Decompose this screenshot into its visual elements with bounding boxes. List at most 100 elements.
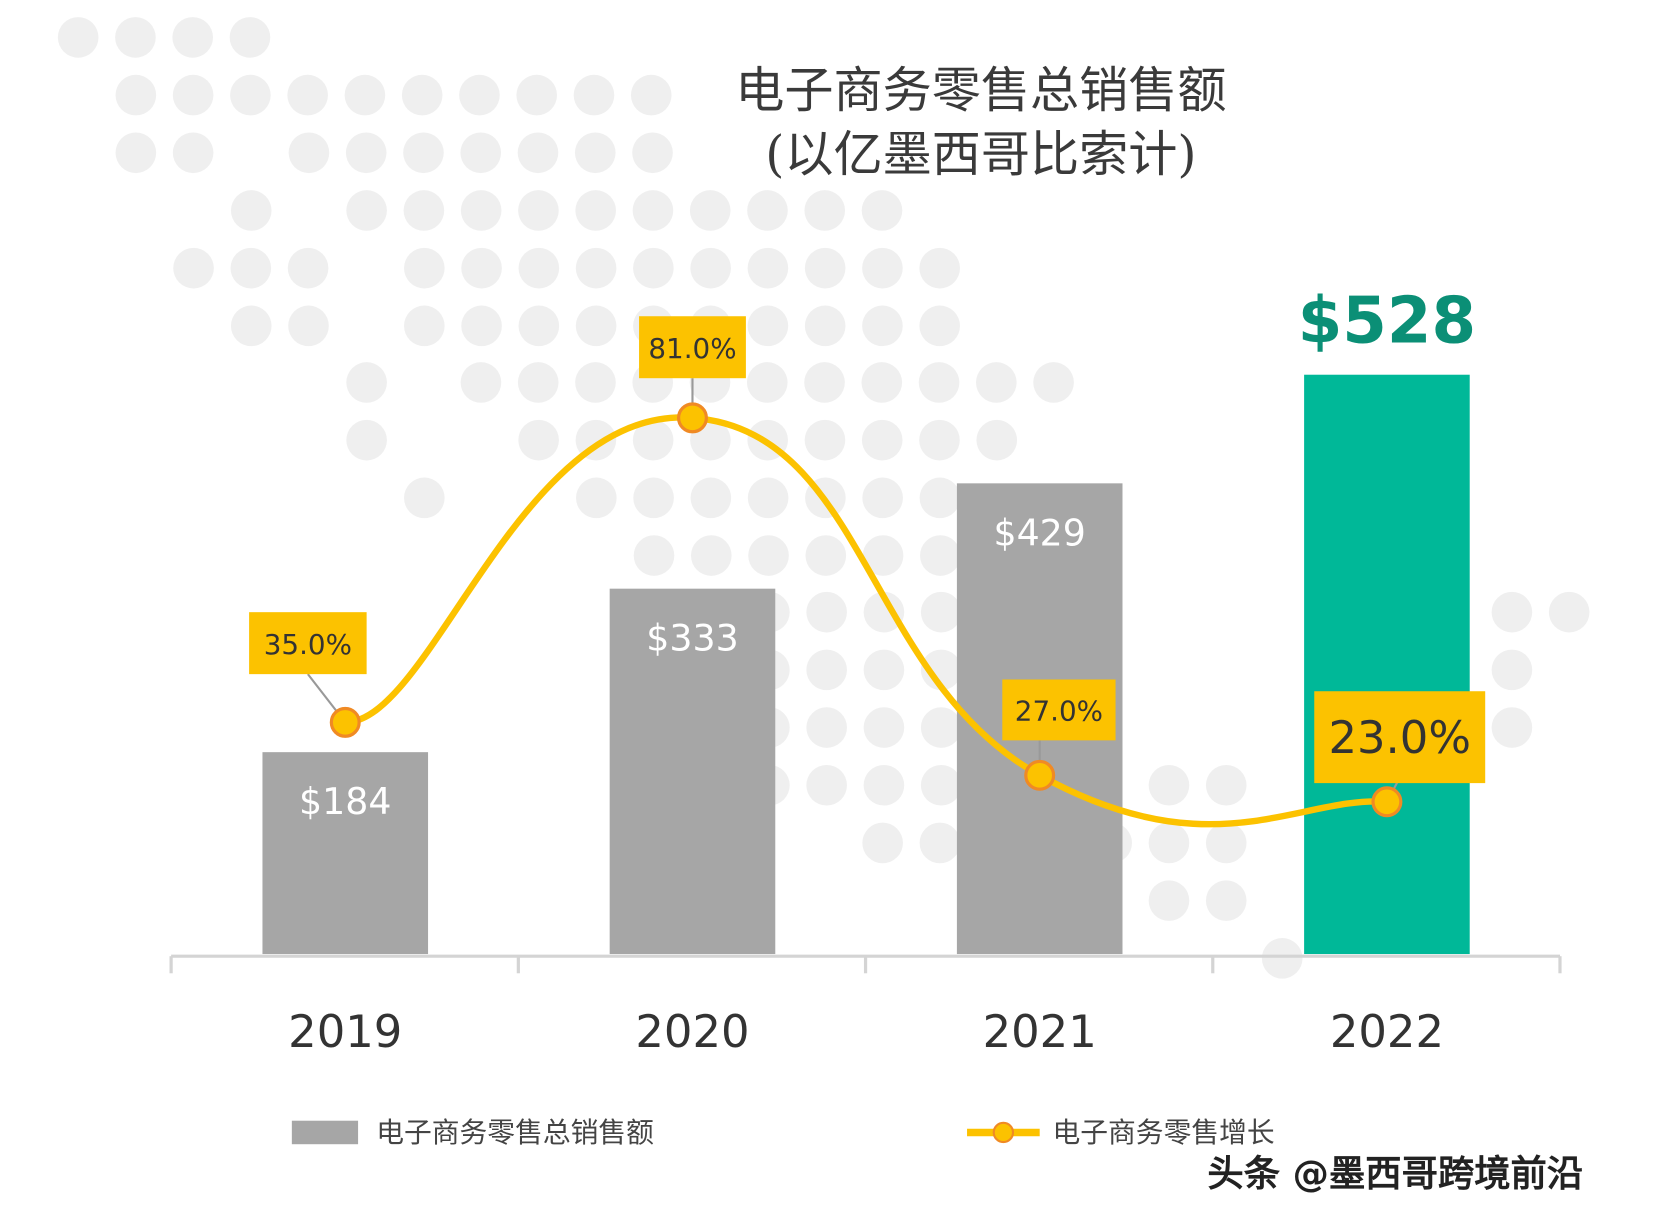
background-dot: [632, 132, 673, 174]
background-dot: [861, 190, 903, 231]
background-dot: [230, 247, 272, 289]
background-dot: [863, 707, 905, 748]
background-dot: [575, 247, 617, 289]
background-dot: [516, 74, 558, 116]
legend-bar-label: 电子商务零售总销售额: [376, 1116, 654, 1149]
background-dot: [229, 17, 271, 58]
background-dot: [459, 74, 500, 116]
x-tick-label: 2022: [1330, 1005, 1444, 1058]
background-dot: [404, 305, 445, 347]
bar-value-label: $528: [1298, 285, 1476, 359]
x-tick-label: 2021: [983, 1005, 1097, 1058]
background-dot: [806, 764, 847, 806]
growth-marker: [676, 402, 708, 434]
background-dot: [517, 132, 559, 174]
background-dot: [920, 764, 962, 806]
background-dot: [1205, 822, 1247, 864]
background-dot: [288, 132, 330, 174]
background-dot: [919, 822, 961, 864]
bar-2020: [609, 588, 776, 955]
background-dot: [806, 591, 847, 633]
background-dot: [1491, 591, 1533, 633]
background-dot: [461, 305, 502, 347]
background-dot: [862, 247, 903, 289]
background-dot: [919, 247, 960, 289]
x-tick-label: 2019: [288, 1005, 402, 1058]
background-dot: [689, 190, 731, 231]
background-dot: [748, 535, 789, 576]
background-dot: [287, 247, 329, 289]
background-dot: [920, 649, 962, 691]
watermark: 头条 @墨西哥跨境前沿: [1207, 1152, 1583, 1195]
background-dot: [920, 535, 961, 576]
background-dot: [632, 190, 674, 231]
background-dot: [230, 305, 272, 347]
background-dot: [976, 362, 1017, 403]
x-tick-label: 2020: [635, 1005, 749, 1058]
background-dot: [460, 362, 502, 403]
growth-marker: [1371, 786, 1403, 818]
background-dot: [346, 362, 387, 403]
background-dot: [919, 477, 961, 519]
growth-value-label: 27.0%: [1015, 695, 1103, 728]
background-dot: [345, 132, 387, 174]
background-dot: [862, 305, 903, 347]
background-dot: [575, 190, 616, 231]
bar-value-label: $429: [993, 511, 1085, 554]
background-dot: [404, 477, 445, 519]
bar-2022: [1304, 374, 1470, 955]
background-dot: [574, 132, 616, 174]
background-dot: [576, 477, 617, 519]
growth-line: [345, 414, 1388, 828]
data-callout-box: [1314, 691, 1486, 784]
background-dot: [746, 362, 788, 403]
bar-value-label: $333: [646, 617, 738, 660]
background-dot: [518, 247, 560, 289]
background-dot: [806, 649, 847, 691]
background-dot: [690, 535, 732, 576]
chart-title-line-2: (以亿墨西哥比索计): [765, 125, 1196, 183]
background-dot: [747, 305, 789, 347]
background-dot: [1148, 880, 1190, 921]
background-dot: [1148, 764, 1190, 806]
background-dot: [863, 591, 905, 633]
background-dot: [230, 190, 272, 231]
background-dot: [172, 74, 214, 116]
background-dot: [575, 305, 617, 347]
background-dot: [1548, 591, 1590, 633]
background-dot: [518, 419, 559, 461]
background-dot: [346, 419, 387, 461]
background-dot: [919, 305, 960, 347]
background-dot: [1205, 880, 1247, 921]
background-dot: [976, 419, 1018, 461]
legend-line-marker: [992, 1121, 1015, 1144]
background-dot: [804, 362, 845, 403]
background-dot: [518, 305, 560, 347]
background-dot: [633, 247, 674, 289]
background-dot: [172, 17, 213, 58]
background-dot: [115, 74, 157, 116]
bar-value-label: $184: [299, 780, 391, 823]
background-dot: [804, 419, 846, 461]
background-dot: [633, 477, 674, 519]
background-dot: [575, 362, 616, 403]
background-dot: [862, 822, 903, 864]
background-dot: [172, 132, 214, 174]
background-dot: [804, 305, 846, 347]
background-dot: [804, 247, 846, 289]
background-dot: [404, 247, 445, 289]
data-callout-box: [639, 316, 746, 379]
background-dot: [804, 190, 846, 231]
data-callout-box: [1002, 679, 1116, 741]
background-dot: [919, 419, 960, 461]
data-callout-box: [249, 612, 367, 675]
background-dot: [288, 305, 329, 347]
background-dot: [690, 247, 731, 289]
background-dot: [918, 362, 960, 403]
background-dot: [1491, 707, 1533, 748]
background-dot: [632, 419, 674, 461]
background-dot: [863, 764, 905, 806]
background-dot: [115, 132, 157, 174]
background-dot: [747, 190, 788, 231]
